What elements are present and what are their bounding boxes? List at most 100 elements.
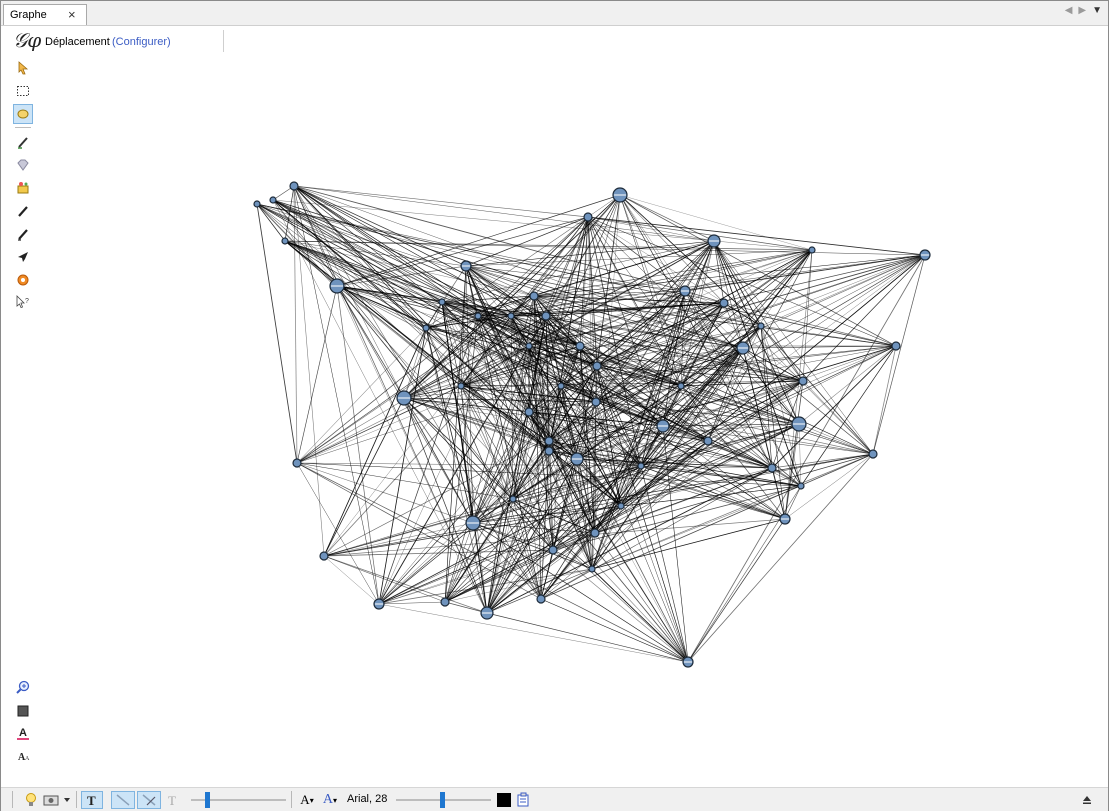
graph-edge — [640, 465, 786, 520]
select-arrow-icon[interactable] — [13, 58, 33, 78]
graph-edge — [587, 216, 709, 442]
graph-edge — [552, 532, 596, 551]
label-color-swatch[interactable] — [496, 791, 512, 809]
lasso-select-icon[interactable] — [13, 104, 33, 124]
graph-node[interactable] — [536, 594, 546, 604]
graph-canvas[interactable] — [41, 56, 1107, 786]
graph-node[interactable] — [557, 382, 565, 390]
graph-node[interactable] — [575, 341, 585, 351]
graph-node[interactable] — [719, 298, 729, 308]
edges-color-icon[interactable] — [137, 791, 161, 809]
gear-icon[interactable] — [13, 270, 33, 290]
graph-node[interactable] — [757, 322, 765, 330]
graph-node[interactable] — [798, 376, 808, 386]
graph-node[interactable] — [319, 551, 329, 561]
graph-edge — [460, 385, 874, 455]
font-label[interactable]: Arial, 28 — [347, 793, 388, 805]
edge-pencil-icon[interactable] — [13, 201, 33, 221]
graph-edge — [540, 302, 725, 600]
graph-node[interactable] — [422, 324, 430, 332]
graph-node[interactable] — [509, 495, 517, 503]
graph-node[interactable] — [474, 312, 482, 320]
edge-labels-icon[interactable]: T — [163, 791, 183, 809]
graph-node[interactable] — [868, 449, 878, 459]
graph-edge — [591, 325, 762, 570]
graph-node[interactable] — [588, 565, 596, 573]
graph-edge — [323, 522, 474, 557]
configure-link[interactable]: (Configurer) — [112, 36, 171, 48]
tab-prev-icon[interactable]: ◀ — [1064, 5, 1079, 16]
graph-node[interactable] — [440, 597, 450, 607]
label-size-thumb[interactable] — [440, 792, 445, 808]
graph-node[interactable] — [591, 397, 601, 407]
graph-edge — [441, 240, 715, 303]
graph-node[interactable] — [292, 458, 302, 468]
eject-icon[interactable] — [1079, 791, 1095, 809]
graph-node[interactable] — [544, 436, 554, 446]
tab-menu-icon[interactable]: ▼ — [1092, 5, 1102, 16]
graph-node[interactable] — [548, 545, 558, 555]
show-labels-icon[interactable]: T — [81, 791, 103, 809]
graph-node[interactable] — [529, 291, 539, 301]
node-pencil-icon[interactable] — [13, 224, 33, 244]
graph-edge — [444, 423, 800, 603]
graph-edge — [545, 315, 562, 387]
magic-wand-icon[interactable] — [13, 178, 33, 198]
graph-edge — [378, 327, 427, 605]
graph-node[interactable] — [438, 298, 446, 306]
graph-node[interactable] — [544, 446, 554, 456]
graph-edge — [576, 347, 744, 460]
graph-edge — [576, 325, 762, 460]
attributes-icon[interactable] — [515, 791, 533, 809]
graph-edge — [378, 315, 512, 605]
label-color-icon[interactable]: A — [13, 723, 33, 743]
graph-node[interactable] — [891, 341, 901, 351]
help-cursor-icon[interactable]: ? — [13, 293, 33, 313]
toolbar-divider — [291, 791, 292, 808]
graph-node[interactable] — [541, 311, 551, 321]
rectangle-select-icon[interactable] — [13, 81, 33, 101]
tab-graphe[interactable]: Graphe × — [3, 4, 87, 25]
graph-node[interactable] — [457, 382, 465, 390]
graph-node[interactable] — [617, 502, 625, 510]
graph-node[interactable] — [767, 463, 777, 473]
graph-node[interactable] — [525, 342, 533, 350]
screenshot-icon[interactable] — [41, 791, 61, 809]
pencil-icon[interactable] — [13, 132, 33, 152]
text-size-increase-button[interactable]: A ▾ — [322, 792, 338, 807]
graph-node[interactable] — [269, 196, 277, 204]
airplane-icon[interactable] — [13, 247, 33, 267]
edge-scale-thumb[interactable] — [205, 792, 210, 808]
edge-scale-slider[interactable] — [191, 799, 286, 801]
graph-node[interactable] — [677, 382, 685, 390]
graph-edge — [460, 315, 512, 387]
tab-next-icon[interactable]: ▶ — [1078, 5, 1093, 16]
chevron-down-icon[interactable] — [61, 791, 73, 809]
diamond-icon[interactable] — [13, 155, 33, 175]
graph-node[interactable] — [590, 528, 600, 538]
graph-node[interactable] — [524, 407, 534, 417]
edges-visible-icon[interactable] — [111, 791, 135, 809]
graph-node[interactable] — [797, 482, 805, 490]
graph-edge — [528, 385, 562, 413]
graph-node[interactable] — [281, 237, 289, 245]
graph-node[interactable] — [507, 312, 515, 320]
graph-node[interactable] — [592, 361, 602, 371]
background-color-icon[interactable] — [13, 701, 33, 721]
graph-node[interactable] — [808, 246, 816, 254]
graph-node[interactable] — [637, 462, 645, 470]
text-size-decrease-button[interactable]: A ▾ — [300, 792, 314, 807]
graph-edge — [662, 290, 686, 427]
tab-close-icon[interactable]: × — [68, 7, 76, 22]
svg-text:T: T — [168, 793, 176, 807]
graph-node[interactable] — [703, 436, 713, 446]
graph-node[interactable] — [583, 212, 593, 222]
lightbulb-icon[interactable] — [21, 791, 41, 809]
graph-edge — [640, 423, 800, 467]
graph-edge — [256, 203, 725, 304]
graph-node[interactable] — [253, 200, 261, 208]
graph-node[interactable] — [289, 181, 299, 191]
zoom-icon[interactable] — [13, 677, 33, 697]
graph-edge — [512, 498, 542, 600]
